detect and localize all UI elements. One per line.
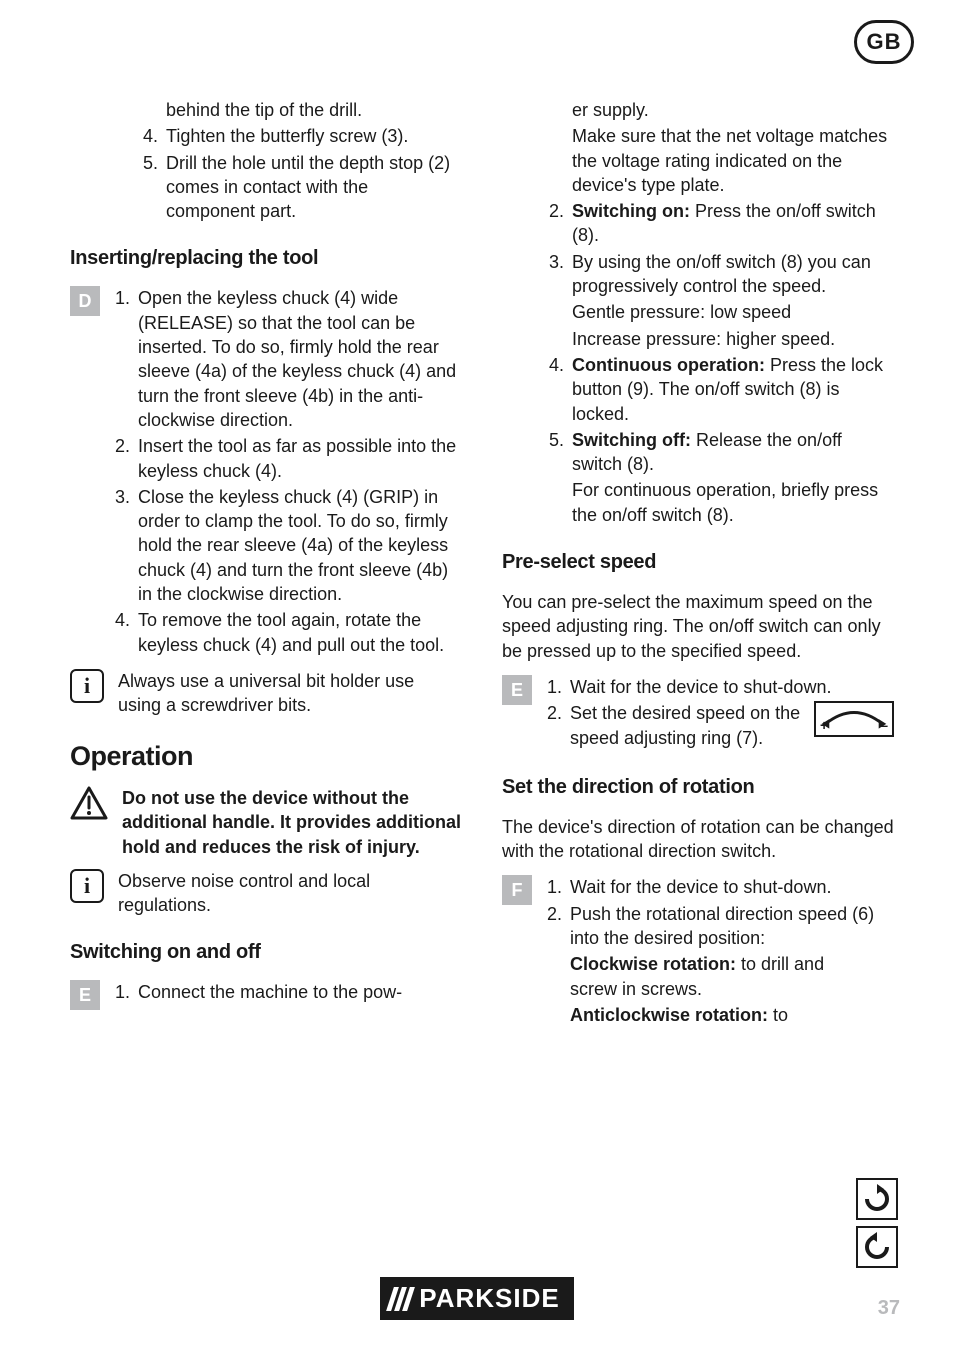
cont-5: Drill the hole until the depth stop (2) …: [166, 151, 462, 224]
region-badge-text: GB: [867, 29, 902, 55]
page: GB behind the tip of the drill. 4.Tighte…: [0, 0, 954, 1354]
info-icon: i: [70, 869, 104, 903]
list-num: 2.: [540, 902, 570, 951]
insert-4: To remove the tool again, rotate the key…: [138, 608, 462, 657]
continuous-label: Continuous operation:: [572, 355, 765, 375]
pre-2: Set the desired speed on the speed adjus…: [570, 701, 894, 750]
list-num: 1.: [540, 875, 570, 899]
cont-5: Switching off: Release the on/off switch…: [572, 428, 894, 477]
heading-insert: Inserting/replacing the tool: [70, 245, 462, 272]
list-num: 3.: [108, 485, 138, 606]
info-row-2: i Observe noise control and local regula…: [70, 869, 462, 918]
info-text-2: Observe noise control and local regulati…: [118, 869, 462, 918]
cont-tail: er supply.: [572, 98, 894, 122]
switch-block: E 1.Connect the machine to the pow-: [70, 980, 462, 1010]
list-num: 1.: [108, 980, 138, 1004]
pre-1: Wait for the device to shut-down.: [570, 675, 894, 699]
dir-cw: Clockwise rotation: to drill and screw i…: [570, 952, 894, 1001]
list-num: 4.: [542, 353, 572, 426]
preselect-block: E 1.Wait for the device to shut-down. 2.…: [502, 675, 894, 752]
brand-logo: PARKSIDE: [380, 1277, 573, 1320]
clockwise-icon: [856, 1178, 898, 1220]
list-num: 1.: [540, 675, 570, 699]
direction-block: F 1.Wait for the device to shut-down. 2.…: [502, 875, 894, 1029]
minus-label: –: [880, 716, 888, 735]
acw-rest: to: [768, 1005, 788, 1025]
cont-2: Switching on: Press the on/off switch (8…: [572, 199, 894, 248]
insert-1: Open the keyless chuck (4) wide (RELEASE…: [138, 286, 462, 432]
cont-4: Tighten the butterfly screw (3).: [166, 124, 462, 148]
cont-3c: Increase pressure: higher speed.: [572, 327, 894, 351]
warning-row: Do not use the device without the additi…: [70, 786, 462, 859]
list-num: 5.: [542, 428, 572, 477]
cont-note: Make sure that the net voltage matches t…: [572, 124, 894, 197]
switching-off-label: Switching off:: [572, 430, 691, 450]
list-num: 2.: [108, 434, 138, 483]
preselect-intro: You can pre-select the maximum speed on …: [502, 590, 894, 663]
rotation-icons: [856, 1178, 898, 1268]
step-box-f: F: [502, 875, 532, 905]
right-column: er supply. Make sure that the net voltag…: [502, 98, 894, 1029]
brand-text: PARKSIDE: [419, 1283, 559, 1314]
left-column: behind the tip of the drill. 4.Tighten t…: [70, 98, 462, 1029]
plus-label: +: [820, 716, 828, 735]
heading-preselect: Pre-select speed: [502, 549, 894, 576]
region-badge: GB: [854, 20, 914, 64]
warning-text: Do not use the device without the additi…: [122, 786, 462, 859]
info-icon: i: [70, 669, 104, 703]
footer: PARKSIDE: [0, 1277, 954, 1320]
warning-icon: [70, 786, 108, 820]
list-num: 4.: [136, 124, 166, 148]
brand-stripes-icon: [390, 1287, 411, 1311]
cont-5b: For continuous operation, briefly press …: [572, 478, 894, 527]
cont-intro: behind the tip of the drill.: [166, 98, 462, 122]
anticlockwise-icon: [856, 1226, 898, 1268]
heading-direction: Set the direction of rotation: [502, 774, 894, 801]
heading-operation: Operation: [70, 738, 462, 774]
insert-3: Close the keyless chuck (4) (GRIP) in or…: [138, 485, 462, 606]
cont-3: By using the on/off switch (8) you can p…: [572, 250, 894, 299]
speed-dial-icon: + –: [814, 701, 894, 737]
list-num: 1.: [108, 286, 138, 432]
direction-intro: The device's direction of rotation can b…: [502, 815, 894, 864]
list-num: 4.: [108, 608, 138, 657]
pre-2-text: Set the desired speed on the speed adjus…: [570, 701, 804, 750]
dir-2: Push the rotational direction speed (6) …: [570, 902, 894, 951]
cont-3b: Gentle pressure: low speed: [572, 300, 894, 324]
info-row-1: i Always use a universal bit holder use …: [70, 669, 462, 718]
step-box-e2: E: [502, 675, 532, 705]
continued-list: behind the tip of the drill. 4.Tighten t…: [70, 98, 462, 223]
switch-1: Connect the machine to the pow-: [138, 980, 462, 1004]
insert-block: D 1.Open the keyless chuck (4) wide (REL…: [70, 286, 462, 658]
page-number: 37: [878, 1297, 900, 1320]
list-num: 2.: [540, 701, 570, 750]
switching-on-label: Switching on:: [572, 201, 690, 221]
step-box-e: E: [70, 980, 100, 1010]
insert-2: Insert the tool as far as possible into …: [138, 434, 462, 483]
right-cont: er supply. Make sure that the net voltag…: [502, 98, 894, 527]
list-num: 3.: [542, 250, 572, 299]
dir-1: Wait for the device to shut-down.: [570, 875, 894, 899]
heading-switching: Switching on and off: [70, 939, 462, 966]
list-num: 5.: [136, 151, 166, 224]
text-columns: behind the tip of the drill. 4.Tighten t…: [70, 98, 894, 1029]
cw-label: Clockwise rotation:: [570, 954, 736, 974]
dir-acw: Anticlockwise rotation: to: [570, 1003, 894, 1027]
list-num: 2.: [542, 199, 572, 248]
acw-label: Anticlockwise rotation:: [570, 1005, 768, 1025]
cont-4: Continuous operation: Press the lock but…: [572, 353, 894, 426]
info-text-1: Always use a universal bit holder use us…: [118, 669, 462, 718]
step-box-d: D: [70, 286, 100, 316]
